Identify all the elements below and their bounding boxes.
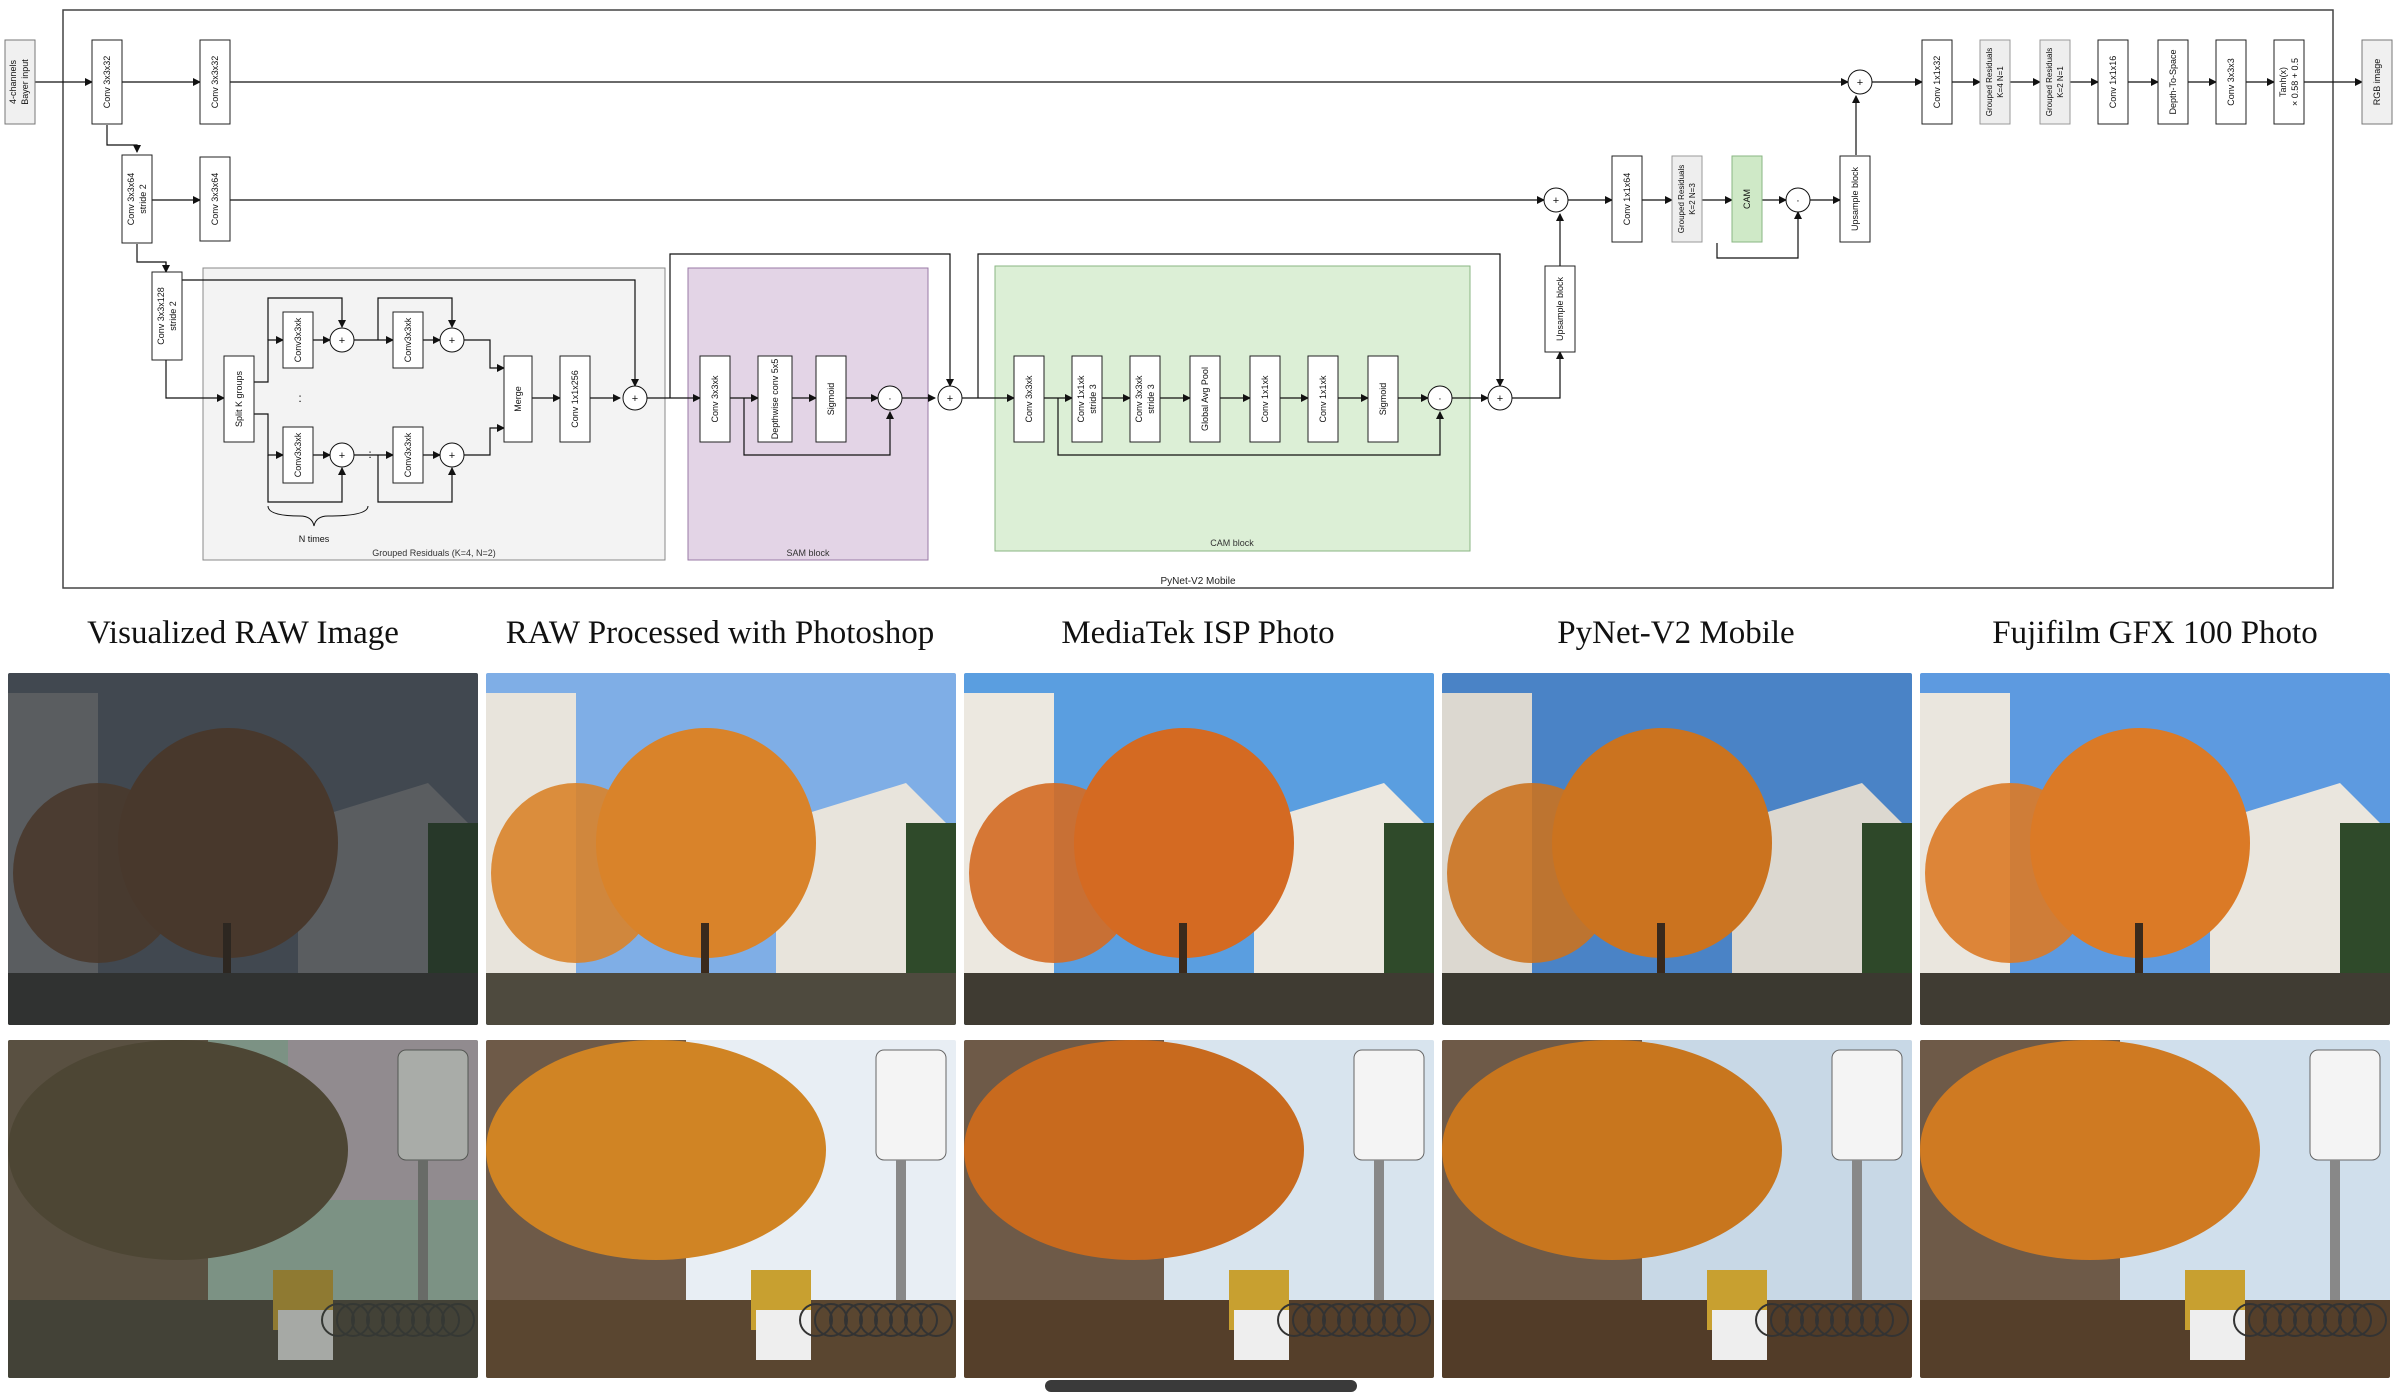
second-conv-1: Conv 3x3x64 bbox=[126, 173, 136, 226]
upsample-2: Upsample block bbox=[1850, 166, 1860, 231]
caption-raw: Visualized RAW Image bbox=[87, 615, 399, 651]
n-times-brace bbox=[267, 505, 369, 527]
op-times-cam bbox=[1427, 385, 1453, 411]
photo-row2-col2 bbox=[486, 1040, 956, 1378]
sam-sigmoid: Sigmoid bbox=[826, 383, 836, 416]
svg-text:+: + bbox=[1497, 393, 1503, 405]
caption-mediatek: MediaTek ISP Photo bbox=[1061, 615, 1335, 651]
svg-text:+: + bbox=[947, 393, 953, 405]
photo-row1-col2 bbox=[486, 673, 956, 1025]
gr-conv-d: Conv3x3xk bbox=[403, 432, 413, 477]
final-gr2-params: K=2 N=1 bbox=[2056, 66, 2065, 98]
op-plus-gr-c bbox=[439, 327, 465, 353]
mid-gr: Grouped Residuals bbox=[1677, 165, 1686, 233]
output-label: RGB image bbox=[2372, 59, 2382, 106]
mid-conv: Conv 1x1x64 bbox=[1622, 173, 1632, 226]
gr-conv-a: Conv3x3xk bbox=[293, 317, 303, 362]
op-plus-cam bbox=[1487, 385, 1513, 411]
photo-row2-col5 bbox=[1920, 1040, 2390, 1378]
final-gr2: Grouped Residuals bbox=[2045, 48, 2054, 116]
cam-sigmoid: Sigmoid bbox=[1378, 383, 1388, 416]
svg-text:+: + bbox=[449, 335, 455, 347]
merge: Merge bbox=[513, 386, 523, 412]
cam-conv3-stride: stride 3 bbox=[1146, 384, 1156, 414]
input-label-1: 4-channels bbox=[8, 59, 18, 104]
third-conv: Conv 3x3x128 bbox=[156, 287, 166, 345]
photo-row2-col4 bbox=[1442, 1040, 1912, 1378]
gr-dots-1: : bbox=[298, 391, 301, 405]
photo-row1-col1 bbox=[8, 673, 478, 1025]
op-times-sam bbox=[877, 385, 903, 411]
final-tanh-scale: × 0.58 + 0.5 bbox=[2290, 58, 2300, 106]
caption-pynet: PyNet-V2 Mobile bbox=[1557, 615, 1795, 651]
cam-block-label: CAM block bbox=[1210, 538, 1254, 548]
op-times-mid bbox=[1785, 187, 1811, 213]
gr-conv-out: Conv 1x1x256 bbox=[570, 370, 580, 428]
svg-text:+: + bbox=[339, 335, 345, 347]
horizontal-scrollbar[interactable] bbox=[1045, 1380, 1357, 1392]
sam-block-label: SAM block bbox=[786, 548, 830, 558]
op-plus-sam bbox=[937, 385, 963, 411]
svg-text:+: + bbox=[339, 450, 345, 462]
upsample-1: Upsample block bbox=[1555, 276, 1565, 341]
op-plus-gr-a bbox=[329, 327, 355, 353]
sam-depthwise: Depthwise conv 5x5 bbox=[770, 359, 780, 440]
cam-conv3: Conv 3x3xk bbox=[1134, 375, 1144, 423]
input-label-2: Bayer input bbox=[20, 59, 30, 105]
cam-conv2: Conv 1x1xk bbox=[1076, 375, 1086, 423]
svg-text:+: + bbox=[632, 393, 638, 405]
final-d2s: Depth-To-Space bbox=[2168, 49, 2178, 114]
caption-photoshop: RAW Processed with Photoshop bbox=[505, 615, 935, 651]
svg-text:·: · bbox=[1438, 393, 1442, 405]
architecture-diagram: PyNet-V2 Mobile Grouped Residuals (K=4, … bbox=[4, 9, 2393, 589]
photo-row2-col3 bbox=[964, 1040, 1434, 1378]
photo-row1-col3 bbox=[964, 673, 1434, 1025]
mid-cam: CAM bbox=[1742, 189, 1752, 209]
svg-text:·: · bbox=[888, 393, 892, 405]
final-tanh: Tanh(x) bbox=[2278, 67, 2288, 97]
photo-row1-col4 bbox=[1442, 673, 1912, 1025]
gr-block-label: Grouped Residuals (K=4, N=2) bbox=[372, 548, 496, 558]
final-conv3: Conv 3x3x3 bbox=[2226, 58, 2236, 106]
caption-row: Visualized RAW Image RAW Processed with … bbox=[0, 615, 2396, 675]
sam-conv: Conv 3x3xk bbox=[710, 375, 720, 423]
cam-conv: Conv 3x3xk bbox=[1024, 375, 1034, 423]
cam-conv5: Conv 1x1xk bbox=[1318, 375, 1328, 423]
cam-conv4: Conv 1x1xk bbox=[1260, 375, 1270, 423]
final-gr1-params: K=4 N=1 bbox=[1996, 66, 2005, 98]
final-conv2: Conv 1x1x16 bbox=[2108, 56, 2118, 109]
op-plus-gr-d bbox=[439, 442, 465, 468]
cam-conv2-stride: stride 3 bbox=[1088, 384, 1098, 414]
gr-dots-2: : bbox=[368, 447, 371, 461]
op-plus-top bbox=[1847, 69, 1873, 95]
split-k-groups: Split K groups bbox=[234, 370, 244, 427]
outer-label: PyNet-V2 Mobile bbox=[1160, 576, 1235, 587]
n-times-label: N times bbox=[299, 534, 330, 544]
third-conv-stride: stride 2 bbox=[168, 301, 178, 331]
op-plus-gr-b bbox=[329, 442, 355, 468]
grouped-residuals-block bbox=[202, 267, 666, 561]
svg-text:+: + bbox=[1857, 77, 1863, 89]
gr-conv-c: Conv3x3xk bbox=[403, 317, 413, 362]
cam-block bbox=[994, 265, 1471, 552]
op-plus-gr-out bbox=[622, 385, 648, 411]
svg-text:+: + bbox=[449, 450, 455, 462]
final-conv1: Conv 1x1x32 bbox=[1932, 56, 1942, 109]
final-gr1: Grouped Residuals bbox=[1985, 48, 1994, 116]
gr-conv-b: Conv3x3xk bbox=[293, 432, 303, 477]
svg-text:·: · bbox=[1796, 195, 1800, 207]
caption-fujifilm: Fujifilm GFX 100 Photo bbox=[1992, 615, 2318, 651]
top-conv-2: Conv 3x3x32 bbox=[210, 56, 220, 109]
cam-gap: Global Avg Pool bbox=[1200, 367, 1210, 431]
mid-gr-params: K=2 N=3 bbox=[1688, 183, 1697, 215]
photo-row1-col5 bbox=[1920, 673, 2390, 1025]
photo-row2-col1 bbox=[8, 1040, 478, 1378]
second-conv-1-stride: stride 2 bbox=[138, 184, 148, 214]
svg-text:+: + bbox=[1553, 195, 1559, 207]
op-plus-mid bbox=[1543, 187, 1569, 213]
second-conv-2: Conv 3x3x64 bbox=[210, 173, 220, 226]
top-conv-1: Conv 3x3x32 bbox=[102, 56, 112, 109]
